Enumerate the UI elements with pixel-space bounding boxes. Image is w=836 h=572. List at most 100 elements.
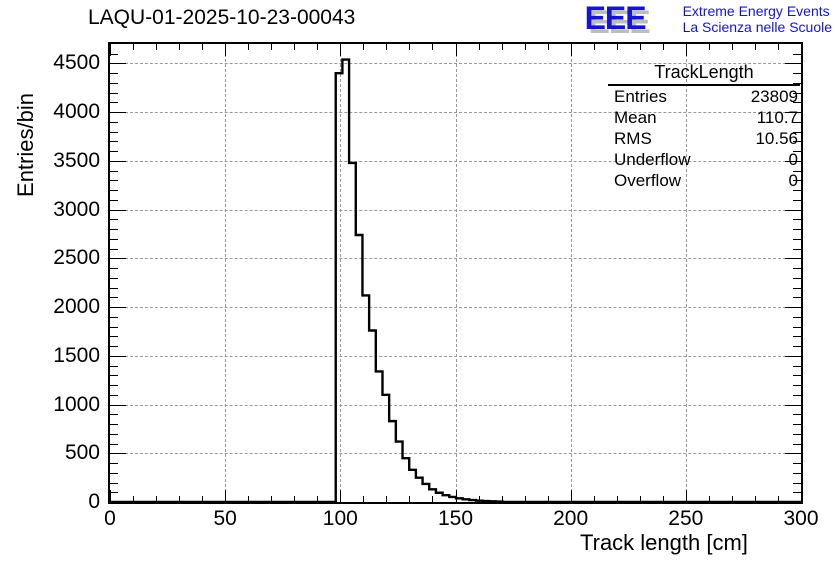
axis-tick-minor-x bbox=[133, 44, 135, 50]
axis-tick-minor-y bbox=[793, 316, 801, 318]
grid-line-horizontal bbox=[110, 160, 801, 162]
axis-tick-minor-x bbox=[478, 44, 480, 50]
axis-tick-minor-y bbox=[110, 316, 118, 318]
axis-tick-minor-x bbox=[202, 496, 204, 502]
stats-row-value: 0 bbox=[788, 171, 798, 190]
axis-tick-minor-y bbox=[793, 443, 801, 445]
axis-tick-major-x bbox=[225, 44, 227, 56]
axis-tick-minor-y bbox=[110, 336, 118, 338]
y-tick-label: 1000 bbox=[53, 392, 100, 416]
grid-line-vertical bbox=[340, 44, 342, 502]
axis-tick-minor-x bbox=[501, 44, 503, 50]
axis-tick-minor-y bbox=[110, 53, 118, 55]
axis-tick-minor-y bbox=[110, 463, 118, 465]
axis-tick-minor-x bbox=[432, 496, 434, 502]
axis-tick-major-y bbox=[785, 355, 801, 357]
axis-tick-minor-x bbox=[294, 496, 296, 502]
axis-tick-minor-x bbox=[248, 496, 250, 502]
grid-line-horizontal bbox=[110, 209, 801, 211]
axis-tick-minor-x bbox=[202, 44, 204, 50]
x-tick-label: 200 bbox=[553, 507, 589, 530]
stats-row-value: 23809 bbox=[750, 87, 798, 106]
axis-tick-minor-y bbox=[793, 121, 801, 123]
axis-tick-minor-x bbox=[386, 496, 388, 502]
axis-tick-minor-x bbox=[156, 44, 158, 50]
y-tick-label: 4000 bbox=[53, 100, 100, 124]
axis-tick-minor-y bbox=[110, 238, 118, 240]
axis-tick-minor-x bbox=[547, 496, 549, 502]
axis-tick-minor-y bbox=[110, 219, 118, 221]
axis-tick-major-y bbox=[785, 258, 801, 260]
axis-tick-minor-y bbox=[793, 414, 801, 416]
axis-tick-minor-y bbox=[110, 121, 118, 123]
stats-row-value: 110.7 bbox=[756, 108, 798, 127]
stats-rows: Entries 23809 Mean 110.7 RMS 10.56 Underflow 0 O… bbox=[608, 86, 800, 191]
axis-tick-minor-x bbox=[271, 496, 273, 502]
grid-line-horizontal bbox=[110, 307, 801, 309]
axis-tick-minor-y bbox=[793, 73, 801, 75]
x-tick-label: 100 bbox=[322, 507, 358, 530]
grid-line-vertical bbox=[570, 44, 572, 502]
axis-tick-major-x bbox=[455, 44, 457, 56]
eee-logo-mark: EEE EEE bbox=[585, 2, 677, 38]
axis-tick-major-y bbox=[110, 307, 126, 309]
eee-logo-mark-shadow: EEE bbox=[588, 4, 651, 40]
grid-line-vertical bbox=[685, 44, 687, 502]
axis-tick-minor-y bbox=[110, 365, 118, 367]
axis-tick-minor-x bbox=[593, 496, 595, 502]
stats-row: RMS 10.56 bbox=[608, 128, 800, 149]
y-tick-label: 0 bbox=[88, 490, 100, 513]
axis-tick-minor-y bbox=[793, 82, 801, 84]
axis-tick-minor-y bbox=[793, 394, 801, 396]
grid-line-horizontal bbox=[110, 355, 801, 357]
axis-tick-minor-y bbox=[793, 53, 801, 55]
axis-tick-minor-y bbox=[110, 82, 118, 84]
x-tick-label: 50 bbox=[213, 507, 237, 530]
axis-tick-minor-y bbox=[793, 482, 801, 484]
axis-tick-minor-x bbox=[317, 44, 319, 50]
axis-tick-minor-y bbox=[793, 463, 801, 465]
axis-tick-minor-x bbox=[409, 44, 411, 50]
axis-tick-minor-y bbox=[110, 326, 118, 328]
axis-tick-minor-y bbox=[110, 472, 118, 474]
axis-tick-minor-x bbox=[708, 496, 710, 502]
axis-tick-minor-y bbox=[793, 326, 801, 328]
eee-logo-line1: Extreme Energy Events bbox=[682, 3, 830, 19]
axis-tick-major-x bbox=[225, 490, 227, 502]
axis-tick-minor-y bbox=[110, 92, 118, 94]
axis-tick-minor-y bbox=[110, 492, 118, 494]
stats-row: Entries 23809 bbox=[608, 86, 800, 107]
y-tick-label: 1500 bbox=[53, 343, 100, 367]
axis-tick-minor-x bbox=[179, 496, 181, 502]
axis-tick-minor-y bbox=[793, 424, 801, 426]
histogram-curve bbox=[110, 58, 801, 502]
axis-tick-minor-x bbox=[708, 44, 710, 50]
axis-tick-minor-x bbox=[731, 44, 733, 50]
axis-tick-minor-y bbox=[793, 268, 801, 270]
axis-tick-minor-y bbox=[110, 394, 118, 396]
stats-row-key: Overflow bbox=[614, 171, 682, 190]
axis-tick-minor-y bbox=[793, 131, 801, 133]
axis-tick-major-y bbox=[785, 453, 801, 455]
axis-tick-major-x bbox=[110, 490, 111, 502]
axis-tick-minor-x bbox=[409, 496, 411, 502]
stats-row-key: RMS bbox=[614, 129, 652, 148]
stats-row: Mean 110.7 bbox=[608, 107, 800, 128]
axis-tick-minor-y bbox=[110, 297, 118, 299]
axis-tick-major-y bbox=[785, 307, 801, 309]
grid-line-vertical bbox=[455, 44, 457, 502]
grid-line-horizontal bbox=[110, 258, 801, 260]
axis-tick-major-x bbox=[570, 490, 572, 502]
axis-tick-minor-y bbox=[793, 180, 801, 182]
axis-tick-major-y bbox=[785, 209, 801, 211]
axis-tick-minor-y bbox=[793, 141, 801, 143]
y-tick-label: 2500 bbox=[53, 246, 100, 270]
axis-tick-major-y bbox=[785, 63, 801, 65]
axis-tick-major-y bbox=[110, 258, 126, 260]
x-axis-title: Track length [cm] bbox=[580, 530, 748, 555]
y-tick-label: 4500 bbox=[53, 51, 100, 75]
stats-title: TrackLength bbox=[608, 62, 800, 86]
stats-row-key: Entries bbox=[614, 87, 667, 106]
axis-tick-minor-x bbox=[639, 496, 641, 502]
axis-tick-minor-y bbox=[793, 472, 801, 474]
